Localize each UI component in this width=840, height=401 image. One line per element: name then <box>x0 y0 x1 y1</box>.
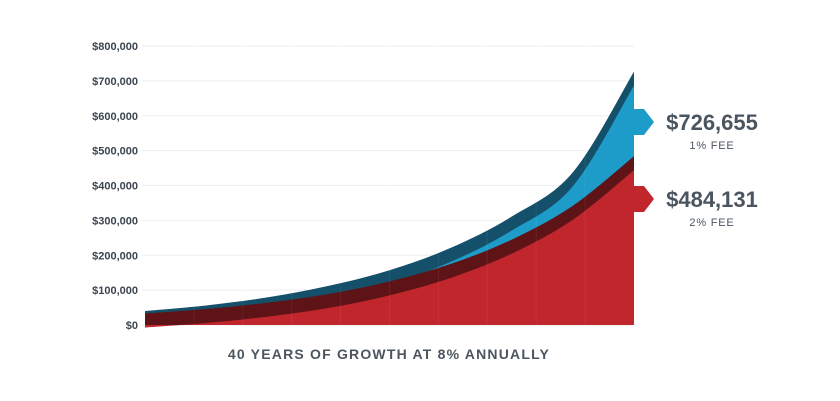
gridlines <box>142 45 634 326</box>
callout-label-2: 2% FEE <box>689 217 734 229</box>
callout-arrow-2 <box>634 186 654 212</box>
x-axis-label: 40 YEARS OF GROWTH AT 8% ANNUALLY <box>228 346 550 362</box>
callouts: $726,655 1% FEE $484,131 2% FEE <box>634 109 758 229</box>
callout-label-1: 1% FEE <box>689 140 734 152</box>
chart-areas <box>145 71 634 328</box>
callout-value-2: $484,131 <box>666 187 758 212</box>
y-tick-label: $800,000 <box>92 41 138 53</box>
y-tick-label: $400,000 <box>92 181 138 193</box>
y-tick-label: $600,000 <box>92 111 138 123</box>
y-tick-label: $300,000 <box>92 215 138 227</box>
y-tick-label: $200,000 <box>92 250 138 262</box>
series-area-2 <box>145 170 634 328</box>
y-tick-label: $0 <box>126 320 138 332</box>
vertical-stripes <box>193 46 586 325</box>
y-tick-label: $500,000 <box>92 146 138 158</box>
callout-arrow-1 <box>634 109 654 135</box>
callout-value-1: $726,655 <box>666 110 758 135</box>
y-tick-label: $700,000 <box>92 76 138 88</box>
y-axis-ticks: $0 $100,000 $200,000 $300,000 $400,000 $500,0… <box>92 41 138 332</box>
y-tick-label: $100,000 <box>92 285 138 297</box>
